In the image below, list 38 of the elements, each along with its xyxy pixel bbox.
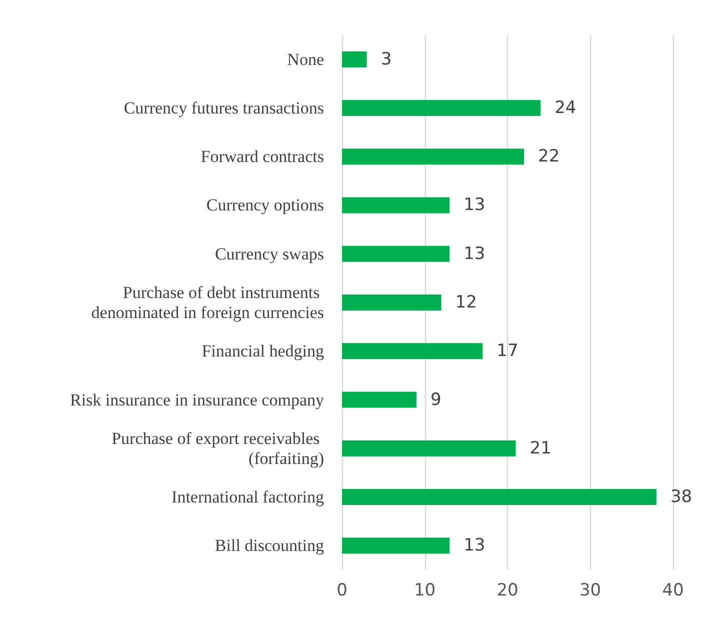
x-tick-label: 40	[662, 580, 684, 600]
data-label: 24	[554, 98, 576, 118]
y-tick-label: International factoring	[172, 488, 324, 507]
bar	[342, 294, 442, 310]
x-tick-label: 20	[496, 580, 518, 600]
y-tick-label: Currency options	[206, 196, 324, 215]
y-tick-label: Purchase of export receivables (forfaiting)	[112, 428, 324, 468]
bar	[342, 392, 416, 408]
bar	[342, 538, 450, 554]
data-label: 13	[464, 536, 486, 556]
y-tick-label: Forward contracts	[200, 147, 324, 166]
y-tick-label: Financial hedging	[202, 342, 324, 361]
data-label: 22	[538, 146, 560, 167]
bar	[342, 246, 450, 262]
data-label: 13	[464, 195, 486, 216]
x-tick-label: 0	[336, 580, 348, 600]
y-tick-label: None	[287, 50, 324, 69]
data-label: 3	[380, 49, 392, 70]
bar	[342, 489, 656, 506]
bar	[342, 51, 367, 68]
bar	[342, 100, 541, 116]
y-tick-label: Currency futures transactions	[124, 98, 324, 118]
y-tick-label: Risk insurance in insurance company	[70, 390, 324, 410]
bar	[342, 148, 524, 165]
data-label: 21	[530, 438, 552, 458]
y-tick-label: Bill discounting	[214, 536, 324, 556]
y-tick-label: Currency swaps	[214, 244, 324, 264]
x-tick-label: 10	[414, 580, 436, 600]
bar	[342, 343, 483, 360]
data-label: 38	[670, 487, 692, 508]
data-label: 13	[464, 244, 486, 264]
y-tick-label: Purchase of debt instruments denominated in foreign currencies	[91, 283, 324, 322]
data-label: 12	[455, 292, 477, 312]
data-label: 17	[496, 341, 518, 362]
bar	[342, 197, 450, 214]
data-label: 9	[430, 390, 442, 410]
x-tick-label: 30	[579, 580, 602, 600]
bar	[342, 440, 516, 456]
